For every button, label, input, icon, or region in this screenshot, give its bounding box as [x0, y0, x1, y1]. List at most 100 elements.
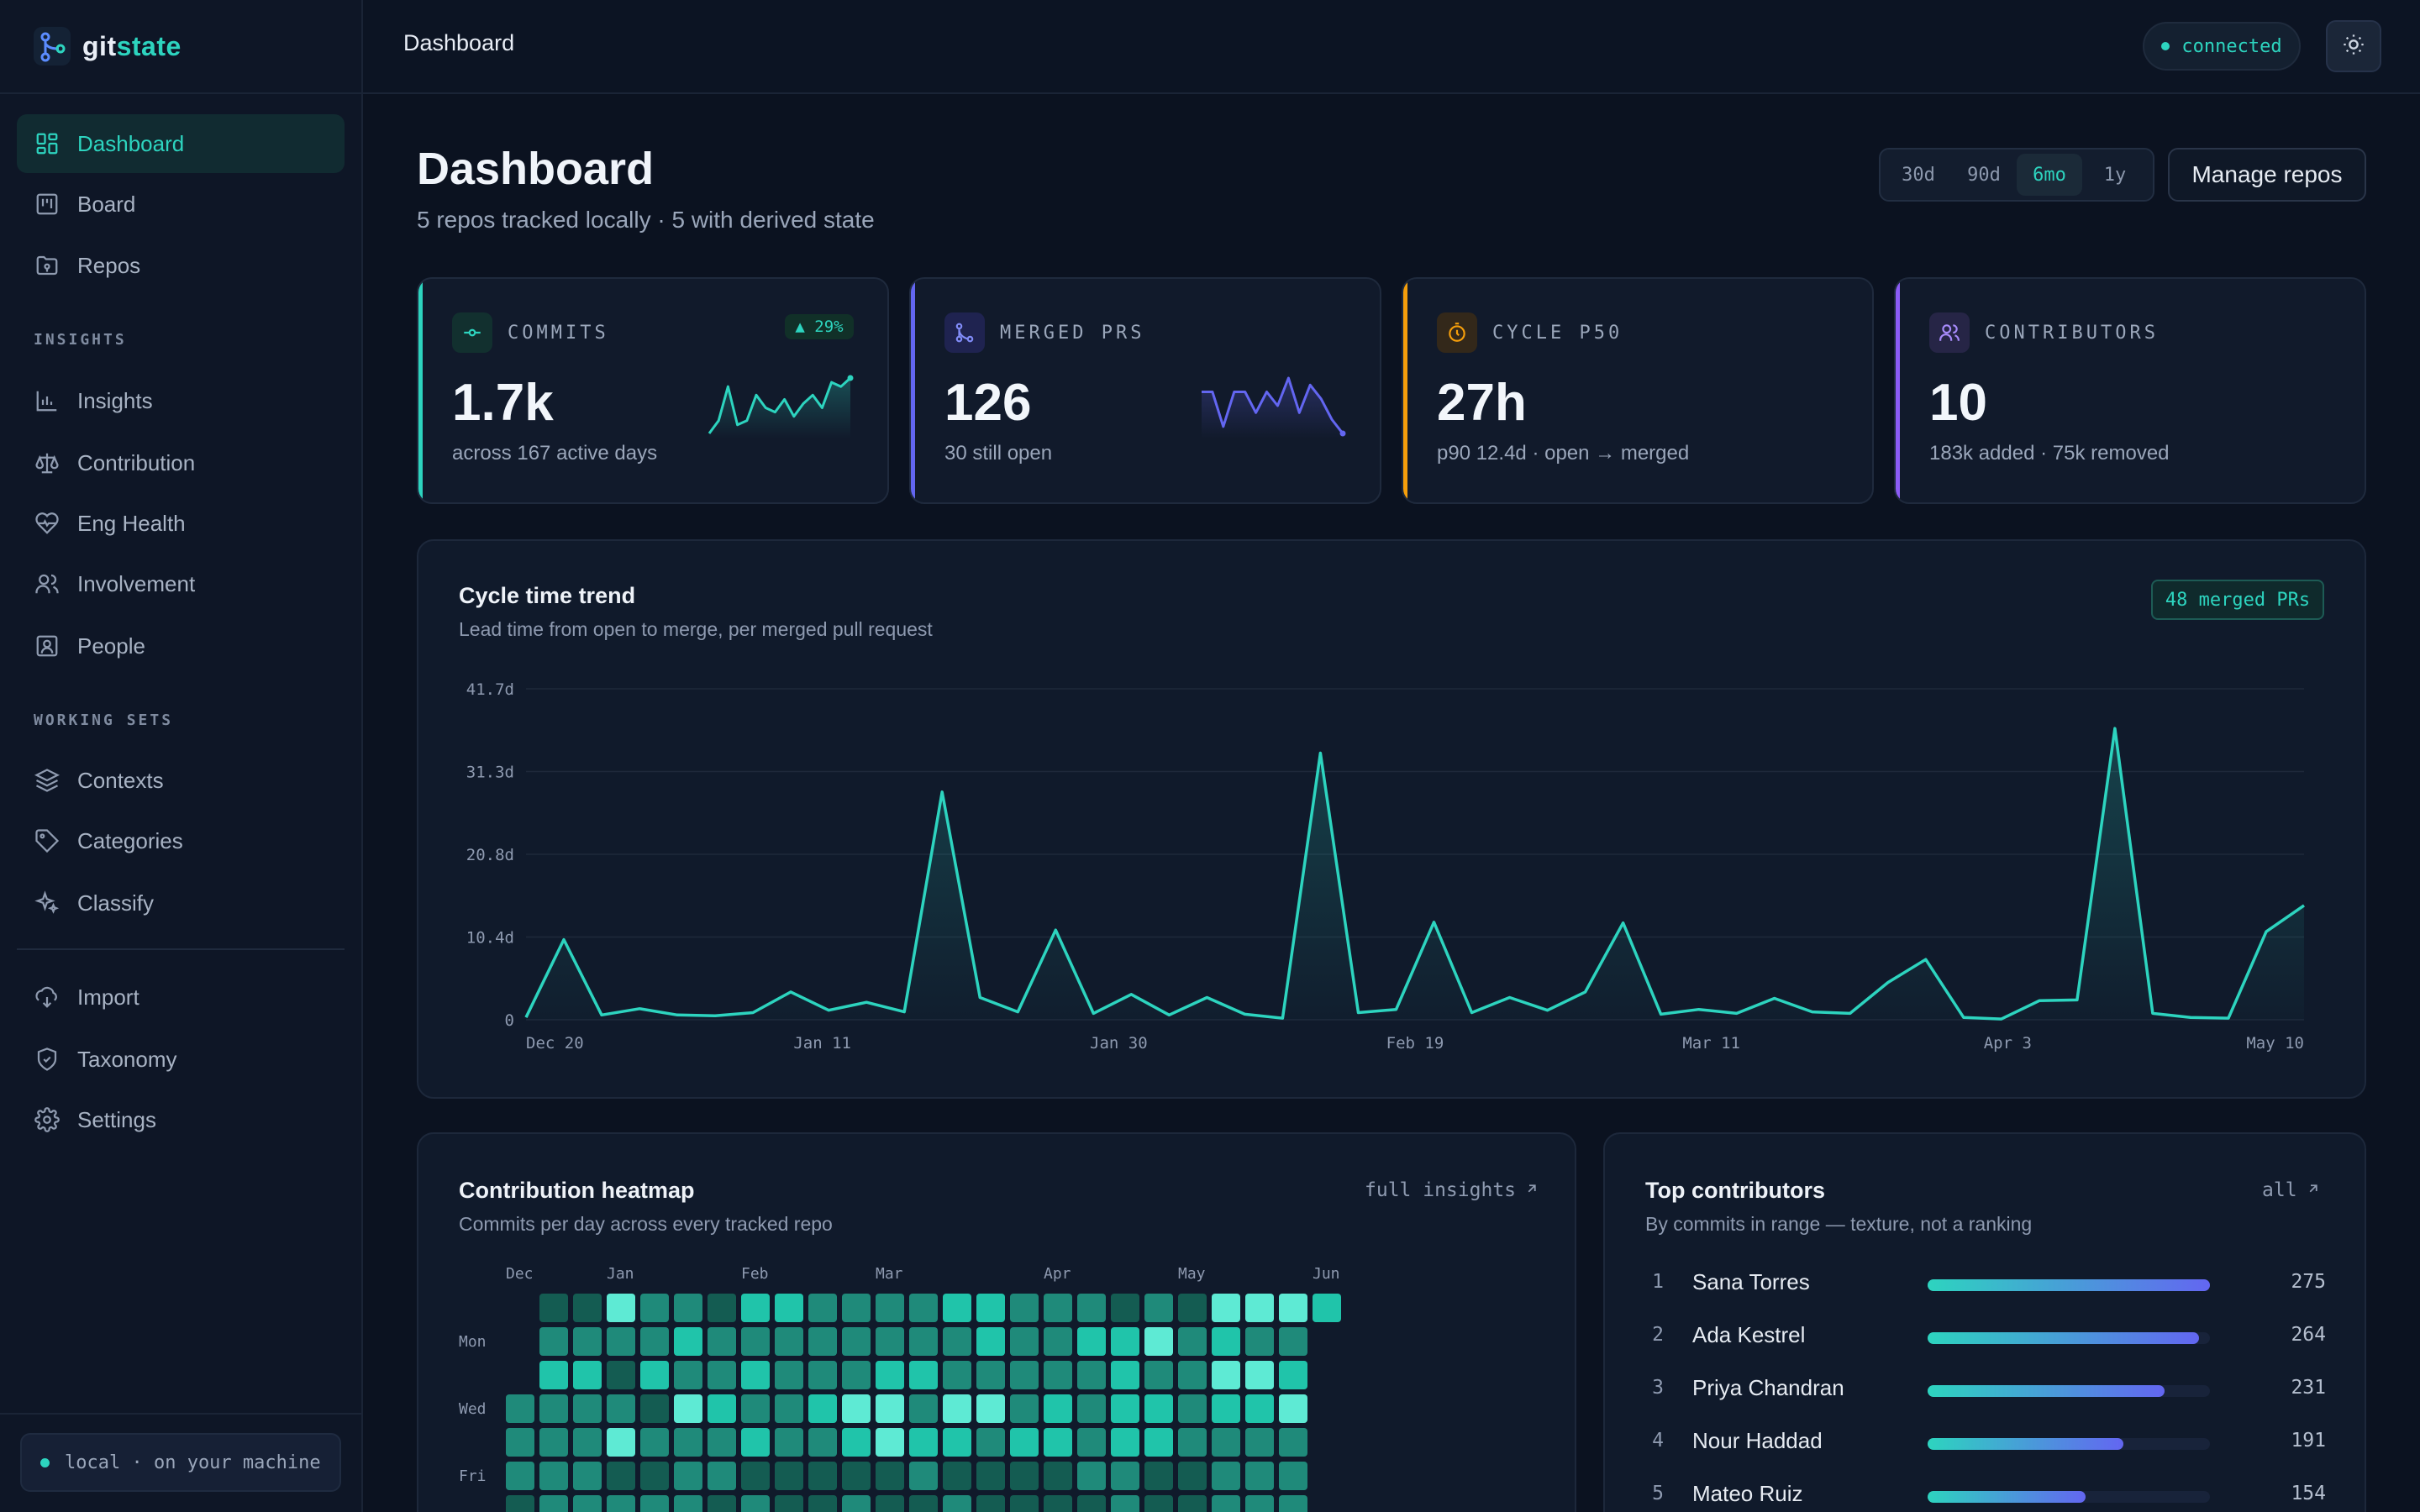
heatmap-cell — [573, 1495, 602, 1512]
heatmap-cell — [1077, 1294, 1106, 1322]
sidebar-item-categories[interactable]: Categories — [17, 811, 345, 870]
heatmap-cell — [808, 1428, 837, 1457]
heatmap-cell — [1178, 1327, 1207, 1356]
heatmap-cell — [1010, 1294, 1039, 1322]
users-icon — [1929, 312, 1970, 353]
cycle-time-point — [1660, 1012, 1663, 1016]
heatmap-cell — [708, 1361, 736, 1389]
cycle-time-point — [751, 1011, 755, 1014]
contributor-row[interactable]: 3 Priya Chandran 231 — [1645, 1372, 2326, 1405]
kpi-value: 1.7k — [452, 374, 554, 432]
heatmap-cell — [1212, 1394, 1240, 1423]
heatmap-cell — [1178, 1428, 1207, 1457]
heatmap-cell — [976, 1394, 1005, 1423]
commits-sparkline — [708, 375, 854, 438]
heatmap-cell — [640, 1361, 669, 1389]
contributor-name: Mateo Ruiz — [1692, 1481, 1803, 1506]
sidebar-item-contribution[interactable]: Contribution — [17, 433, 345, 492]
y-tick-label: 10.4d — [466, 929, 514, 948]
heatmap-cell — [640, 1394, 669, 1423]
heatmap-cell — [1245, 1294, 1274, 1322]
heatmap-cell — [1111, 1495, 1139, 1512]
heatmap-cell — [1212, 1495, 1240, 1512]
heatmap-cell — [1178, 1394, 1207, 1423]
sidebar-item-people[interactable]: People — [17, 617, 345, 675]
heatmap-cell — [909, 1294, 938, 1322]
range-30d-button[interactable]: 30d — [1902, 164, 1935, 186]
heatmap-cell — [607, 1394, 635, 1423]
heatmap-cell — [1077, 1361, 1106, 1389]
sidebar-item-contexts[interactable]: Contexts — [17, 751, 345, 810]
sidebar-item-settings[interactable]: Settings — [17, 1090, 345, 1149]
contributor-row[interactable]: 4 Nour Haddad 191 — [1645, 1425, 2326, 1458]
range-1y-button[interactable]: 1y — [2103, 164, 2127, 186]
contributor-count: 264 — [2291, 1324, 2326, 1346]
brand[interactable]: gitstate — [32, 24, 182, 69]
heatmap-month-label: Dec — [506, 1265, 534, 1283]
full-insights-link[interactable]: full insights — [1365, 1179, 1539, 1201]
heatmap-cell — [1279, 1361, 1307, 1389]
heatmap-cell — [943, 1428, 971, 1457]
heatmap-cell — [741, 1327, 770, 1356]
heatmap-cell — [1010, 1327, 1039, 1356]
contributor-row[interactable]: 1 Sana Torres 275 — [1645, 1266, 2326, 1299]
sidebar-item-classify[interactable]: Classify — [17, 874, 345, 932]
heatmap-cell — [1044, 1394, 1072, 1423]
sidebar-item-import[interactable]: Import — [17, 968, 345, 1026]
contributor-row[interactable]: 2 Ada Kestrel 264 — [1645, 1319, 2326, 1352]
heatmap-cell — [640, 1495, 669, 1512]
sidebar-item-board[interactable]: Board — [17, 175, 345, 234]
sidebar-item-eng-health[interactable]: Eng Health — [17, 494, 345, 553]
commit-icon — [452, 312, 492, 353]
heatmap-cell — [1313, 1294, 1341, 1322]
theme-toggle-button[interactable] — [2326, 20, 2381, 72]
kpi-card-merged-prs: MERGED PRS 126 30 still open — [909, 277, 1381, 504]
all-contributors-link[interactable]: all — [2262, 1179, 2321, 1201]
sidebar-item-taxonomy[interactable]: Taxonomy — [17, 1030, 345, 1089]
brand-name-a: git — [82, 30, 117, 61]
cycle-time-point — [1394, 1008, 1397, 1011]
sidebar-item-dashboard[interactable]: Dashboard — [17, 114, 345, 173]
heatmap-cell — [1077, 1495, 1106, 1512]
cycle-time-point — [1735, 1011, 1739, 1015]
heatmap-cell — [808, 1294, 837, 1322]
heatmap-cell — [976, 1462, 1005, 1490]
heatmap-cell — [943, 1327, 971, 1356]
heatmap-cell — [741, 1394, 770, 1423]
contributors-subtitle: By commits in range — texture, not a ran… — [1645, 1213, 2033, 1235]
sidebar-item-involvement[interactable]: Involvement — [17, 554, 345, 613]
kpi-label: CYCLE P50 — [1492, 323, 1623, 344]
heatmap-cell — [1044, 1495, 1072, 1512]
heatmap-cell — [943, 1495, 971, 1512]
cycle-time-point — [1205, 996, 1208, 1000]
sidebar-item-label: Board — [77, 191, 136, 217]
kpi-value: 10 — [1929, 374, 1987, 432]
range-90d-button[interactable]: 90d — [1967, 164, 2001, 186]
heatmap-month-label: Apr — [1044, 1265, 1071, 1283]
x-tick-label: Jan 11 — [793, 1034, 851, 1053]
cycle-time-point — [1318, 752, 1322, 755]
cycle-time-point — [2302, 904, 2306, 907]
merged-prs-sparkline-line — [1202, 376, 1344, 434]
heatmap-title: Contribution heatmap — [459, 1178, 695, 1203]
repos-icon — [34, 252, 60, 279]
sparkles-icon — [34, 890, 60, 916]
sidebar-item-insights[interactable]: Insights — [17, 371, 345, 430]
heatmap-cell — [775, 1495, 803, 1512]
kpi-accent — [1403, 279, 1407, 502]
contributor-name: Sana Torres — [1692, 1269, 1810, 1294]
manage-repos-button[interactable]: Manage repos — [2168, 148, 2366, 202]
contributor-row[interactable]: 5 Mateo Ruiz 154 — [1645, 1478, 2326, 1511]
sidebar-item-label: People — [77, 633, 145, 659]
heatmap-cell — [607, 1428, 635, 1457]
local-status-text: local · on your machine — [65, 1452, 321, 1473]
cycle-time-line — [524, 727, 2305, 1021]
cycle-time-point — [2265, 930, 2268, 933]
range-6mo-button[interactable]: 6mo — [2017, 154, 2082, 196]
sidebar-item-repos[interactable]: Repos — [17, 236, 345, 295]
heatmap-cell — [775, 1428, 803, 1457]
heatmap-cell — [808, 1327, 837, 1356]
heatmap-cell — [1212, 1294, 1240, 1322]
heatmap-cell — [1245, 1394, 1274, 1423]
kpi-value: 126 — [944, 374, 1032, 432]
